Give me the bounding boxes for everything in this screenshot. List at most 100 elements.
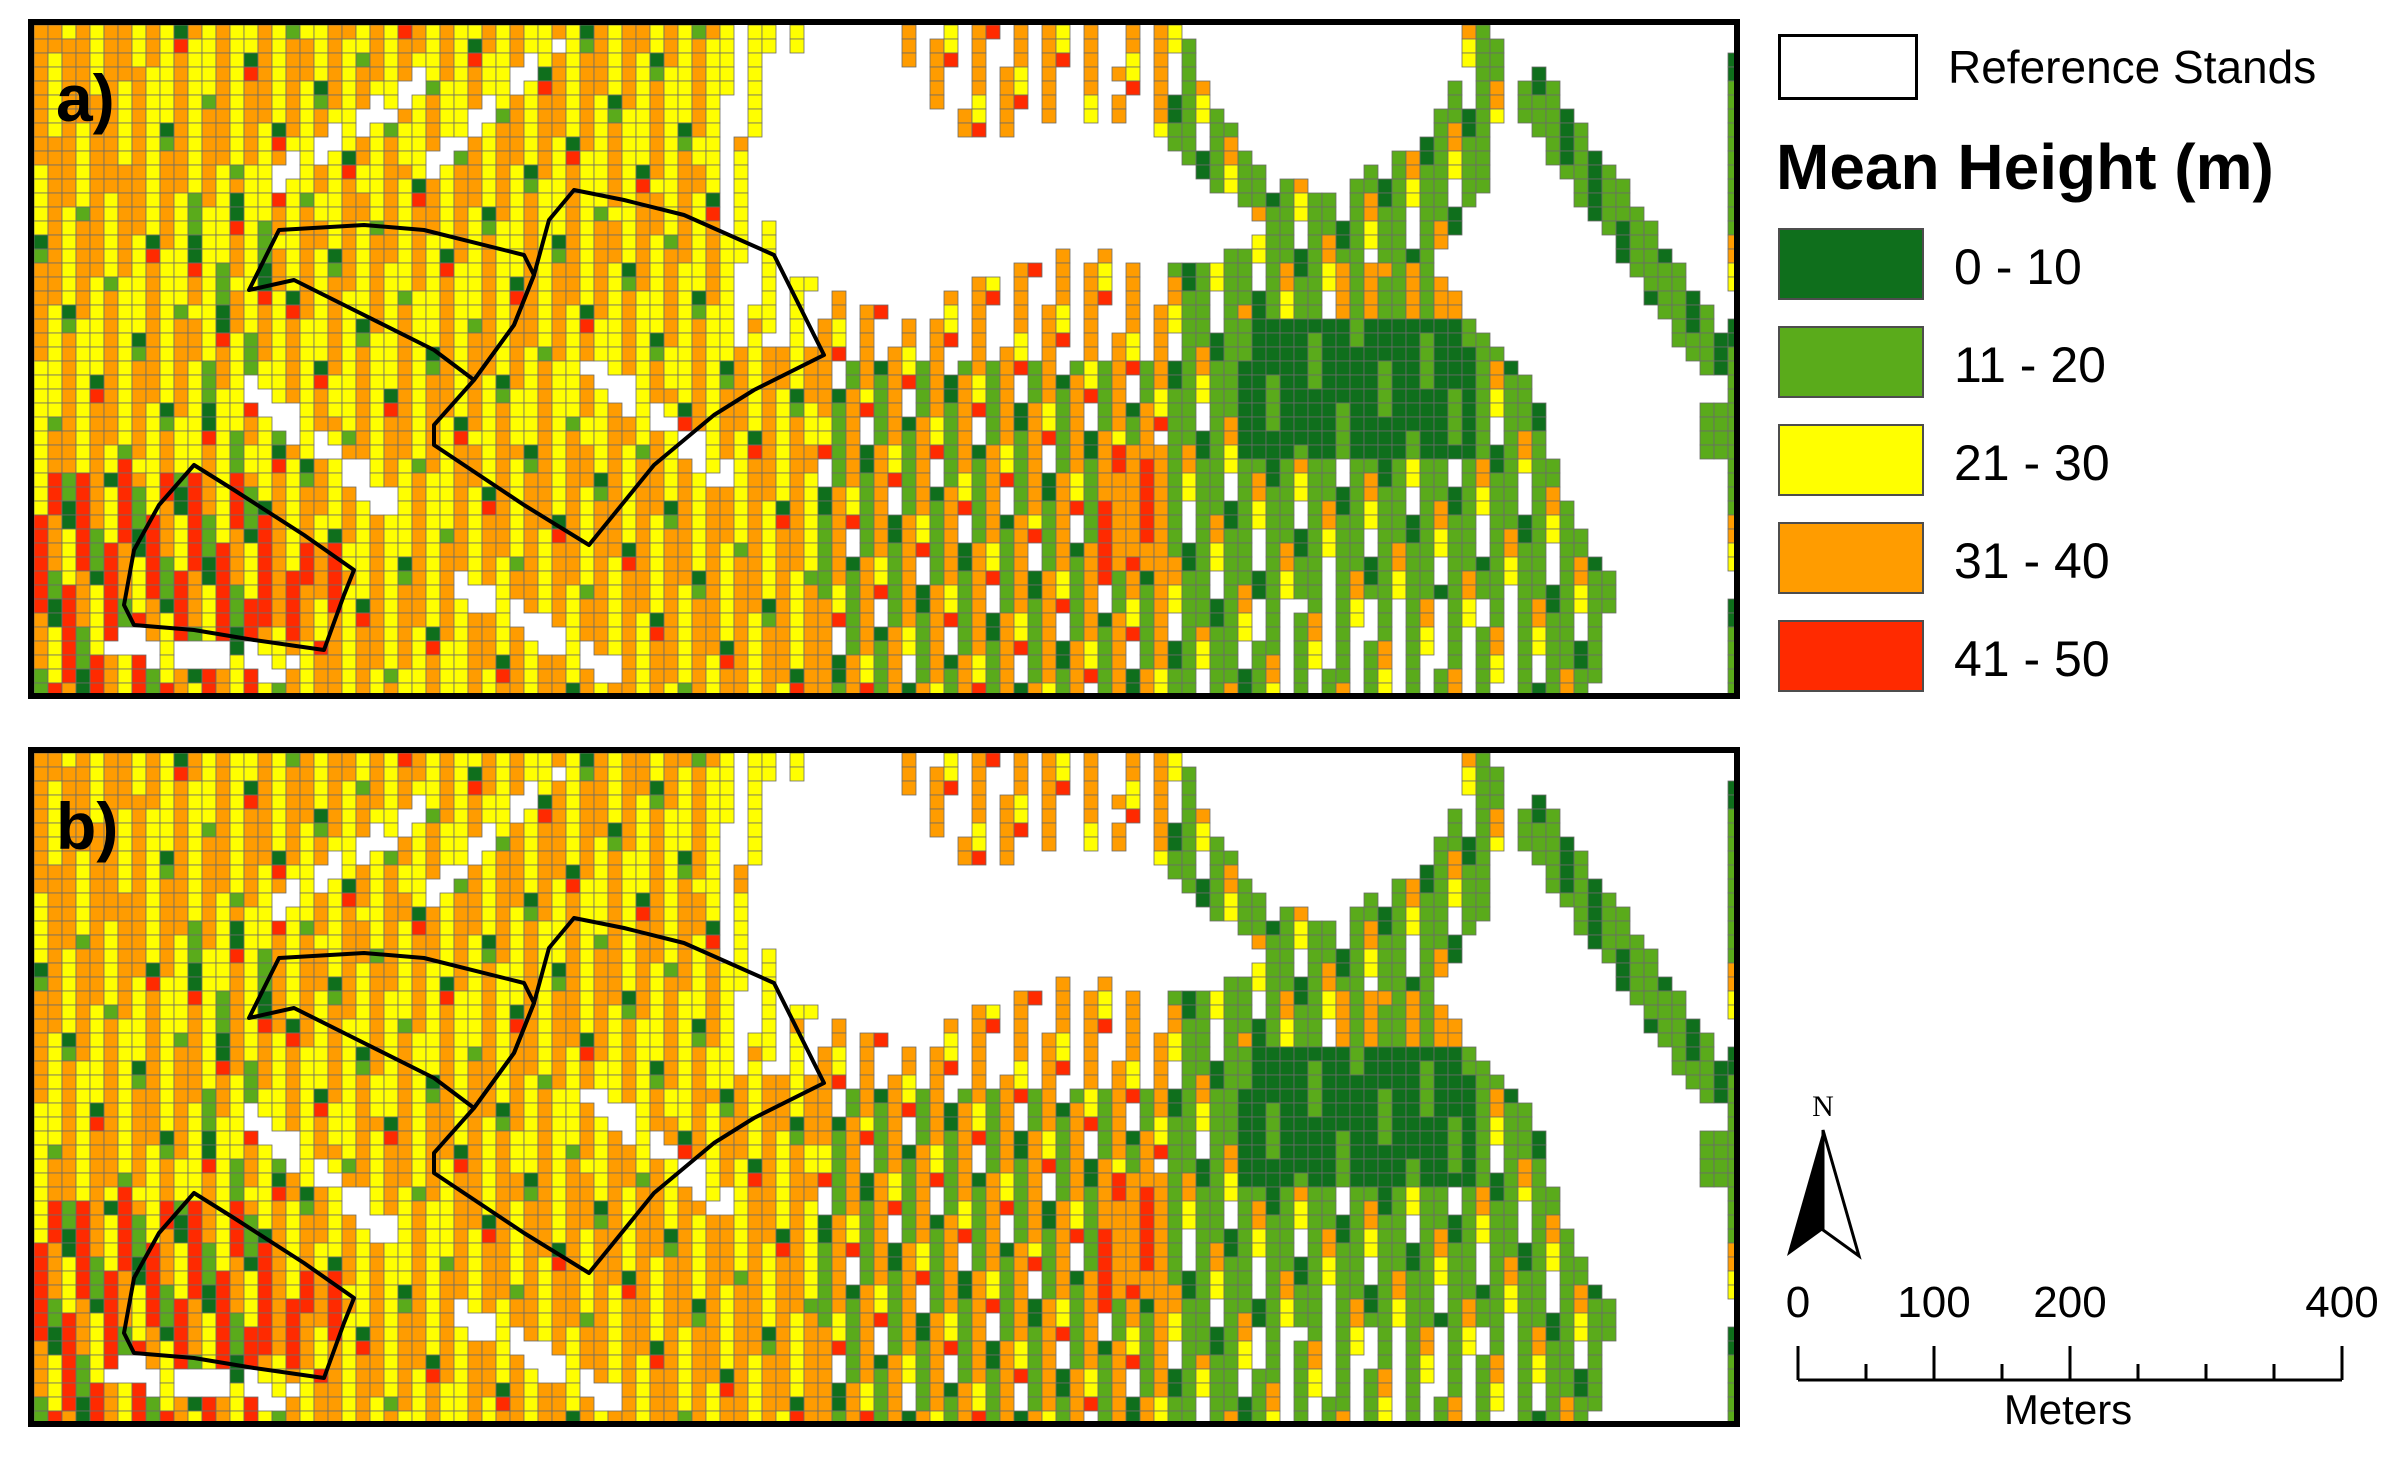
raster-cell — [1041, 500, 1057, 516]
raster-cell — [285, 318, 301, 334]
raster-cell — [159, 458, 175, 474]
raster-cell — [733, 514, 749, 530]
raster-cell — [1237, 472, 1253, 488]
raster-cell — [593, 25, 609, 40]
raster-cell — [327, 570, 343, 586]
raster-cell — [467, 766, 483, 782]
raster-cell — [397, 612, 413, 628]
raster-cell — [34, 486, 49, 502]
raster-cell — [691, 612, 707, 628]
raster-cell — [663, 486, 679, 502]
raster-cell — [75, 346, 91, 362]
raster-cell — [1293, 178, 1309, 194]
raster-cell — [299, 192, 315, 208]
raster-cell — [453, 556, 469, 572]
raster-cell — [719, 766, 735, 782]
raster-cell — [663, 80, 679, 96]
raster-cell — [789, 542, 805, 558]
raster-cell — [593, 626, 609, 642]
raster-cell — [1391, 472, 1407, 488]
raster-cell — [1111, 668, 1127, 684]
raster-cell — [425, 94, 441, 110]
raster-cell — [117, 808, 133, 824]
raster-cell — [999, 374, 1015, 390]
raster-cell — [299, 25, 315, 40]
raster-cell — [901, 766, 917, 782]
raster-cell — [495, 402, 511, 418]
raster-cell — [887, 444, 903, 460]
raster-cell — [915, 612, 931, 628]
raster-cell — [747, 753, 763, 768]
map-panel-a[interactable]: a) — [28, 19, 1740, 699]
raster-cell — [971, 374, 987, 390]
raster-cell — [1489, 780, 1505, 796]
raster-cell — [439, 430, 455, 446]
raster-cell — [691, 864, 707, 880]
raster-cell — [789, 25, 805, 40]
raster-cell — [313, 164, 329, 180]
map-panel-b[interactable]: b) — [28, 747, 1740, 1427]
raster-cell — [327, 234, 343, 250]
raster-cell — [481, 38, 497, 54]
raster-cell — [1209, 416, 1225, 432]
raster-cell — [1727, 794, 1734, 810]
raster-cell — [1475, 122, 1491, 138]
raster-cell — [929, 52, 945, 68]
raster-cell — [173, 220, 189, 236]
raster-cell — [257, 94, 273, 110]
raster-cell — [1223, 640, 1239, 656]
raster-cell — [537, 892, 553, 908]
raster-cell — [1209, 528, 1225, 544]
raster-cell — [1223, 276, 1239, 292]
raster-cell — [229, 234, 245, 250]
raster-cell — [1405, 878, 1421, 894]
raster-cell — [1447, 304, 1463, 320]
raster-cell — [1405, 542, 1421, 558]
raster-cell — [1153, 598, 1169, 614]
raster-cell — [551, 94, 567, 110]
raster-cell — [47, 682, 63, 693]
raster-cell — [1461, 864, 1477, 880]
raster-cell — [215, 178, 231, 194]
raster-cell — [34, 500, 49, 516]
raster-cell — [677, 556, 693, 572]
raster-cell — [677, 122, 693, 138]
raster-cell — [691, 472, 707, 488]
raster-cell — [859, 402, 875, 418]
raster-cell — [1363, 360, 1379, 376]
raster-cell — [243, 248, 259, 264]
raster-cell — [1055, 766, 1071, 782]
raster-cell — [201, 164, 217, 180]
raster-cell — [131, 402, 147, 418]
raster-cell — [1307, 612, 1323, 628]
raster-cell — [537, 332, 553, 348]
raster-cell — [677, 808, 693, 824]
raster-cell — [411, 753, 427, 768]
raster-cell — [75, 878, 91, 894]
raster-cell — [1041, 318, 1057, 334]
raster-cell — [1573, 164, 1589, 180]
raster-cell — [341, 262, 357, 278]
raster-cell — [523, 472, 539, 488]
raster-cell — [467, 192, 483, 208]
raster-cell — [1517, 374, 1533, 390]
raster-cell — [635, 150, 651, 166]
raster-cell — [1181, 388, 1197, 404]
raster-cell — [1265, 388, 1281, 404]
raster-cell — [187, 150, 203, 166]
raster-cell — [187, 66, 203, 82]
raster-cell — [1727, 234, 1734, 250]
raster-cell — [1307, 598, 1323, 614]
raster-cell — [47, 262, 63, 278]
raster-cell — [34, 304, 49, 320]
raster-cell — [1027, 472, 1043, 488]
raster-cell — [397, 514, 413, 530]
raster-cell — [1097, 262, 1113, 278]
raster-cell — [1419, 430, 1435, 446]
raster-cell — [789, 626, 805, 642]
raster-cell — [593, 542, 609, 558]
raster-cell — [159, 416, 175, 432]
raster-cell — [1223, 304, 1239, 320]
raster-cell — [145, 542, 161, 558]
raster-cell — [271, 248, 287, 264]
